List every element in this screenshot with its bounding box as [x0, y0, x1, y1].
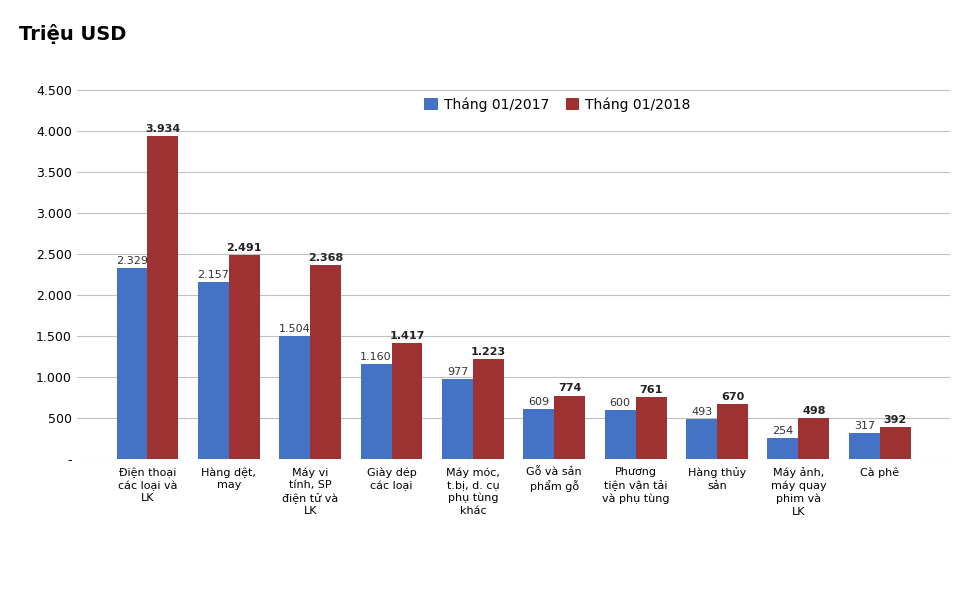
Bar — [310, 265, 341, 459]
Bar — [228, 255, 260, 459]
Text: 977: 977 — [446, 367, 468, 377]
Bar — [799, 418, 829, 459]
Text: 670: 670 — [721, 392, 744, 402]
Bar — [361, 364, 392, 459]
Text: 609: 609 — [528, 397, 549, 407]
Text: 1.417: 1.417 — [390, 330, 424, 341]
Text: 1.160: 1.160 — [360, 352, 392, 362]
Bar — [605, 410, 636, 459]
Text: 2.157: 2.157 — [198, 270, 229, 280]
Bar — [636, 397, 666, 459]
Text: 1.504: 1.504 — [278, 324, 311, 334]
Bar — [279, 335, 310, 459]
Legend: Tháng 01/2017, Tháng 01/2018: Tháng 01/2017, Tháng 01/2018 — [419, 92, 696, 118]
Text: 2.329: 2.329 — [116, 256, 148, 266]
Bar — [523, 409, 554, 459]
Text: 317: 317 — [853, 421, 875, 431]
Bar — [148, 136, 179, 459]
Text: 761: 761 — [639, 384, 662, 395]
Bar — [767, 438, 799, 459]
Text: Triệu USD: Triệu USD — [19, 24, 127, 45]
Text: 3.934: 3.934 — [145, 124, 180, 134]
Text: 498: 498 — [803, 406, 826, 416]
Bar — [473, 359, 504, 459]
Text: 2.491: 2.491 — [227, 242, 262, 253]
Bar — [442, 379, 473, 459]
Bar — [849, 433, 879, 459]
Text: 392: 392 — [883, 415, 907, 425]
Text: 2.368: 2.368 — [308, 253, 344, 263]
Text: 600: 600 — [610, 398, 631, 408]
Bar — [879, 427, 911, 459]
Text: 1.223: 1.223 — [470, 346, 506, 357]
Bar — [392, 343, 422, 459]
Bar — [717, 404, 748, 459]
Bar — [554, 395, 586, 459]
Text: 493: 493 — [691, 406, 712, 417]
Text: 254: 254 — [772, 426, 794, 436]
Text: 774: 774 — [558, 384, 582, 394]
Bar — [686, 419, 717, 459]
Bar — [116, 268, 148, 459]
Bar — [198, 282, 228, 459]
